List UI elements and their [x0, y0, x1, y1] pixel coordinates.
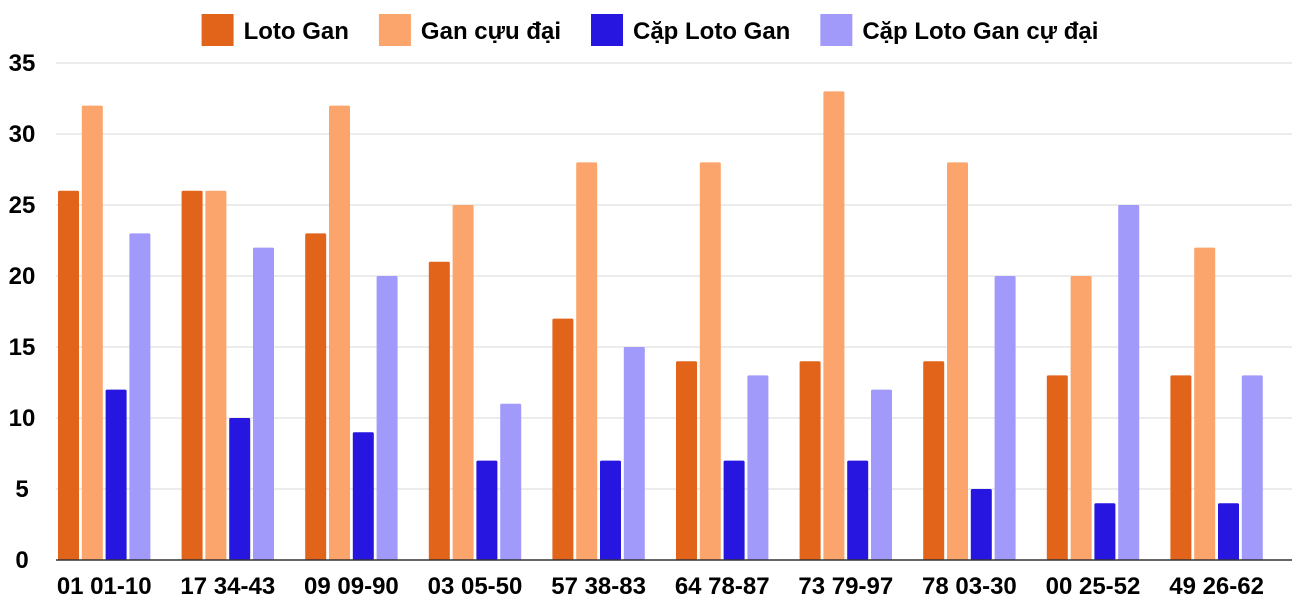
bar: [1194, 247, 1216, 560]
bar: [871, 389, 892, 560]
x-tick-label: 01 01-10: [57, 573, 152, 600]
bar: [105, 389, 127, 560]
bar: [205, 190, 227, 561]
bar: [994, 276, 1016, 560]
bar: [676, 361, 697, 560]
bar: [229, 418, 251, 560]
y-tick-label: 35: [9, 50, 36, 77]
x-axis: 01 01-10 17 34-43 09 09-90 03 05-50 57 38-83…: [56, 559, 1292, 600]
legend-swatch: [201, 14, 234, 46]
bar: [552, 318, 574, 560]
bar: [970, 489, 992, 560]
bar: [305, 233, 327, 560]
y-tick-label: 20: [9, 263, 36, 290]
bar: [1094, 503, 1116, 560]
legend-swatch: [591, 14, 624, 46]
bar: [947, 162, 968, 560]
bar: [1241, 375, 1263, 560]
bar: [1118, 205, 1140, 560]
legend-item[interactable]: Cặp Loto Gan cự đại: [820, 14, 1098, 46]
bar: [476, 460, 498, 560]
y-tick-label: 0: [15, 547, 28, 574]
legend-label: Cặp Loto Gan: [633, 18, 790, 45]
bar: [723, 460, 745, 560]
bar: [376, 276, 398, 560]
bar: [576, 162, 598, 560]
bar: [452, 205, 474, 560]
bar: [847, 460, 869, 560]
bar: [1070, 276, 1092, 560]
bar: [600, 460, 621, 560]
x-tick-label: 57 38-83: [551, 573, 646, 600]
bars: [58, 91, 1263, 561]
y-tick-label: 30: [9, 121, 36, 148]
bar: [1170, 375, 1192, 560]
y-tick-label: 15: [9, 334, 36, 361]
x-tick-label: 78 03-30: [922, 573, 1017, 600]
legend-label: Cặp Loto Gan cự đại: [862, 18, 1098, 45]
legend-swatch: [820, 14, 853, 46]
x-tick-label: 49 26-62: [1169, 573, 1264, 600]
y-tick-label: 5: [15, 476, 28, 503]
bar: [699, 162, 721, 560]
bar: [823, 91, 845, 561]
legend-item[interactable]: Loto Gan: [201, 14, 349, 46]
bar: [352, 432, 374, 560]
bar: [129, 233, 151, 560]
bar: [58, 190, 79, 561]
x-tick-label: 09 09-90: [304, 573, 399, 600]
x-tick-label: 73 79-97: [798, 573, 893, 600]
y-tick-label: 25: [9, 192, 36, 219]
legend-swatch: [378, 14, 411, 46]
bar: [1046, 375, 1068, 560]
x-tick-label: 17 34-43: [180, 573, 275, 600]
bar: [799, 361, 821, 560]
bar: [329, 105, 350, 560]
x-tick-label: 64 78-87: [675, 573, 770, 600]
bar: [253, 247, 274, 560]
y-axis: 0 5 10 15 20 25 30 35: [9, 50, 36, 574]
x-tick-label: 03 05-50: [428, 573, 523, 600]
legend-item[interactable]: Gan cựu đại: [378, 14, 561, 46]
bar: [428, 261, 450, 560]
legend-label: Loto Gan: [244, 18, 349, 45]
legend: Loto Gan Gan cựu đại Cặp Loto Gan Cặp Loto …: [201, 14, 1098, 46]
y-tick-label: 10: [9, 405, 36, 432]
bar: [181, 190, 203, 561]
bar: [81, 105, 103, 560]
bar: [747, 375, 769, 560]
x-tick-label: 00 25-52: [1046, 573, 1141, 600]
legend-label: Gan cựu đại: [421, 18, 561, 45]
bar: [500, 403, 522, 560]
legend-item[interactable]: Cặp Loto Gan: [591, 14, 790, 46]
bar: [623, 347, 645, 560]
bar: [1218, 503, 1239, 560]
bar: [923, 361, 945, 560]
